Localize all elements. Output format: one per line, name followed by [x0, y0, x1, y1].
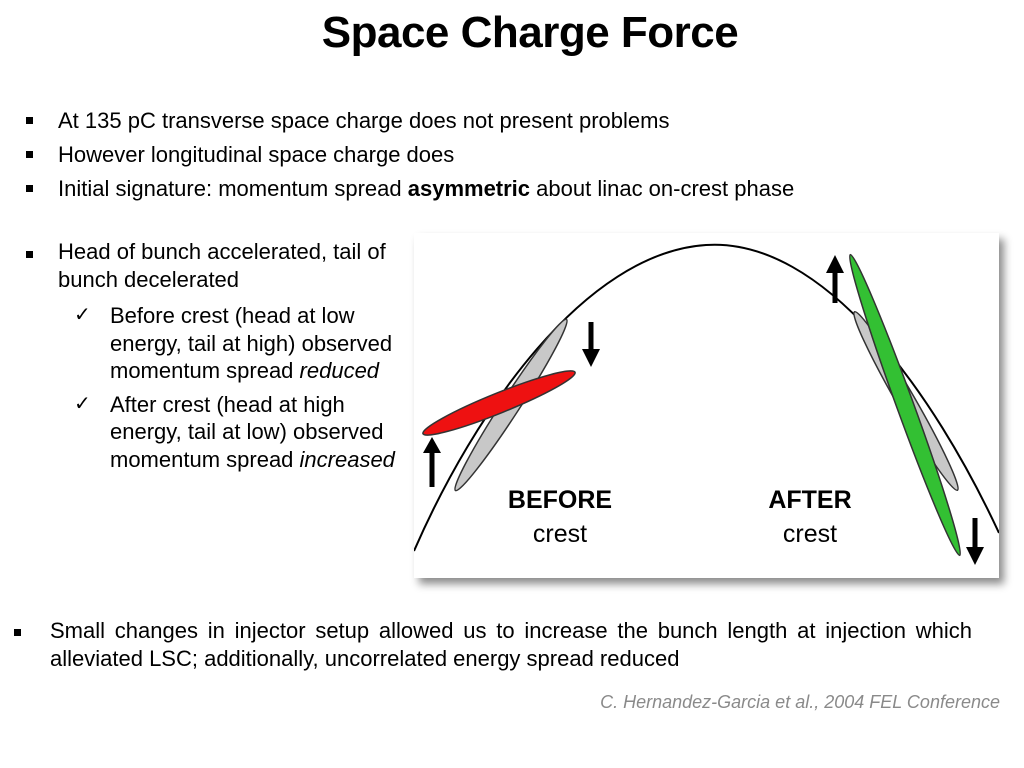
- arrow-up-icon: [423, 437, 441, 487]
- sub-bullet-text: Before crest (head at low energy, tail a…: [110, 303, 393, 383]
- bullet-head-tail: Head of bunch accelerated, tail of bunch…: [22, 238, 407, 294]
- square-bullet-icon: [26, 185, 33, 192]
- square-bullet-icon: [26, 251, 33, 258]
- sub-bullet-emphasis: reduced: [299, 358, 380, 383]
- left-bullet-block: Head of bunch accelerated, tail of bunch…: [22, 238, 407, 473]
- red-bunch-before: [422, 370, 576, 436]
- slide-title: Space Charge Force: [321, 8, 739, 57]
- bullet-text: about linac on-crest phase: [530, 176, 795, 201]
- checkmark-icon: ✓: [74, 304, 91, 326]
- before-sub-label: crest: [532, 520, 588, 548]
- square-bullet-icon: [26, 117, 33, 124]
- arrow-up-icon: [826, 255, 844, 303]
- sub-bullet-emphasis: increased: [299, 446, 395, 472]
- top-bullet-list: At 135 pC transverse space charge does n…: [22, 104, 1002, 206]
- bullet-text: However longitudinal space charge does: [58, 142, 455, 167]
- square-bullet-icon: [14, 629, 21, 636]
- bullet-signature: Initial signature: momentum spread asymm…: [22, 172, 1002, 206]
- before-label: BEFORE: [507, 486, 613, 514]
- sub-bullet-after-crest: ✓ After crest (head at high energy, tail…: [22, 391, 407, 474]
- rf-crest-figure: BEFORE crest AFTER crest: [414, 233, 999, 578]
- green-bunch-after: [848, 253, 962, 557]
- bullet-text: Initial signature: momentum spread: [58, 176, 408, 201]
- before-crest-label: BEFORE crest: [490, 483, 630, 551]
- arrow-down-icon: [582, 322, 600, 367]
- square-bullet-icon: [26, 151, 33, 158]
- bullet-longitudinal: However longitudinal space charge does: [22, 138, 1002, 172]
- after-sub-label: crest: [782, 520, 838, 548]
- bullet-bold-text: asymmetric: [407, 176, 531, 201]
- bullet-text: At 135 pC transverse space charge does n…: [58, 108, 670, 133]
- arrow-down-icon: [966, 518, 984, 565]
- bullet-text: Head of bunch accelerated, tail of bunch…: [58, 239, 386, 292]
- after-label: AFTER: [768, 486, 852, 514]
- citation: C. Hernandez-Garcia et al., 2004 FEL Con…: [600, 692, 1000, 712]
- after-crest-label: AFTER crest: [740, 483, 880, 551]
- bullet-transverse: At 135 pC transverse space charge does n…: [22, 104, 1002, 138]
- checkmark-icon: ✓: [74, 392, 91, 415]
- bullet-injector-setup: Small changes in injector setup allowed …: [10, 617, 972, 673]
- sub-bullet-before-crest: ✓ Before crest (head at low energy, tail…: [22, 302, 407, 385]
- sub-bullet-text: After crest (head at high energy, tail a…: [110, 391, 384, 472]
- bullet-text: Small changes in injector setup allowed …: [50, 618, 972, 671]
- crest-diagram: [414, 243, 999, 565]
